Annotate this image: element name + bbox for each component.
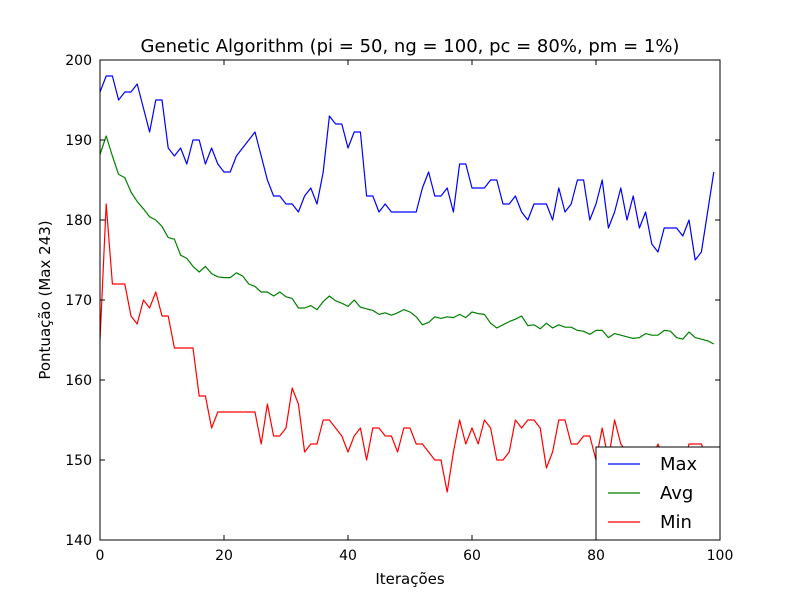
y-tick-label: 200 bbox=[65, 53, 92, 69]
y-tick-label: 190 bbox=[65, 133, 92, 149]
x-tick-label: 40 bbox=[339, 548, 357, 564]
legend-label-min: Min bbox=[660, 512, 692, 533]
x-axis-label: Iterações bbox=[375, 570, 445, 588]
series-line-max bbox=[100, 75, 715, 261]
x-tick-label: 0 bbox=[96, 548, 105, 564]
chart-title: Genetic Algorithm (pi = 50, ng = 100, pc… bbox=[141, 36, 680, 57]
x-tick-label: 80 bbox=[587, 548, 605, 564]
y-axis-label: Pontuação (Max 243) bbox=[36, 220, 54, 379]
series-line-min bbox=[100, 203, 714, 493]
legend-label-max: Max bbox=[660, 454, 698, 475]
y-axis-ticks: 140 150 160 170 180 190 200 bbox=[65, 53, 720, 549]
series-layer bbox=[100, 75, 715, 493]
y-tick-label: 140 bbox=[65, 533, 92, 549]
y-tick-label: 180 bbox=[65, 213, 92, 229]
legend-label-avg: Avg bbox=[660, 483, 693, 504]
y-tick-label: 160 bbox=[65, 373, 92, 389]
y-tick-label: 150 bbox=[65, 453, 92, 469]
x-tick-label: 60 bbox=[463, 548, 481, 564]
x-axis-ticks: 0 20 40 60 80 100 bbox=[96, 60, 734, 564]
x-tick-label: 20 bbox=[215, 548, 233, 564]
legend: Max Avg Min bbox=[595, 446, 721, 541]
y-tick-label: 170 bbox=[65, 293, 92, 309]
x-tick-label: 100 bbox=[707, 548, 734, 564]
series-line-avg bbox=[100, 135, 715, 345]
